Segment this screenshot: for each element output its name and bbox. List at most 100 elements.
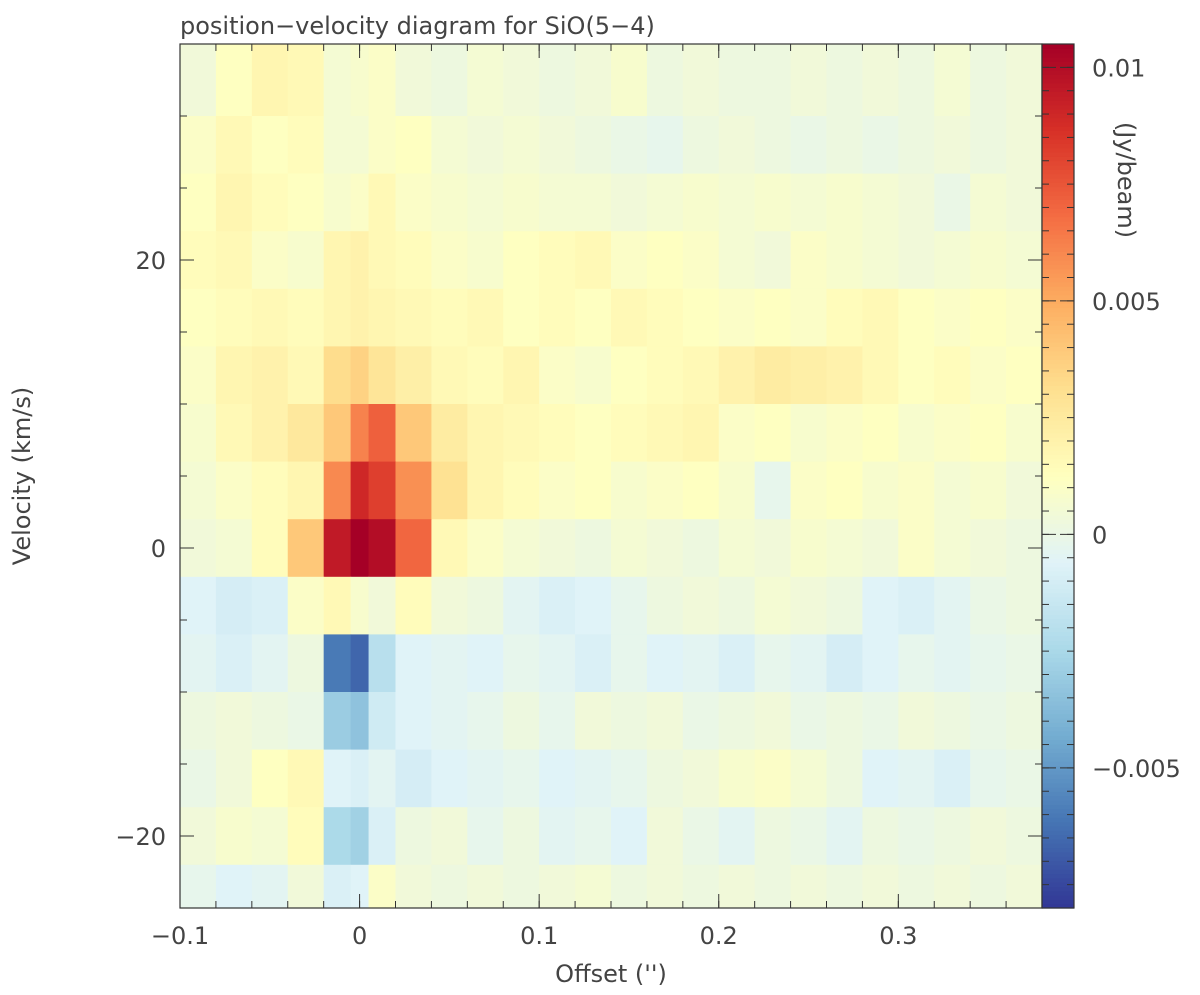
chart-title: position−velocity diagram for SiO(5−4) xyxy=(180,12,655,40)
colorbar-segment xyxy=(1042,294,1074,300)
heatmap-cell xyxy=(395,44,433,117)
heatmap-cell xyxy=(970,116,1007,175)
heatmap-cell xyxy=(1006,44,1043,117)
colorbar-segment xyxy=(1042,795,1074,801)
cbar-tick-label: 0.01 xyxy=(1092,54,1145,82)
colorbar-segment xyxy=(1042,864,1074,870)
heatmap-cell xyxy=(682,864,720,909)
heatmap-cell xyxy=(180,288,217,347)
heatmap-cell xyxy=(718,404,756,463)
heatmap-cell xyxy=(611,864,648,909)
colorbar-segment xyxy=(1042,255,1074,261)
colorbar-segment xyxy=(1042,272,1074,278)
heatmap-cell xyxy=(251,692,289,751)
colorbar-segment xyxy=(1042,264,1074,270)
colorbar-segment xyxy=(1042,851,1074,857)
colorbar-segment xyxy=(1042,856,1074,862)
heatmap-cell xyxy=(467,634,504,693)
colorbar-segment xyxy=(1042,545,1074,551)
colorbar-segment xyxy=(1042,730,1074,736)
heatmap-cell xyxy=(539,864,576,909)
heatmap-cell xyxy=(350,692,370,751)
heatmap-cell xyxy=(1006,461,1043,520)
heatmap-cell xyxy=(251,346,289,405)
colorbar-segment xyxy=(1042,618,1074,624)
heatmap-cell xyxy=(575,519,612,578)
colorbar-segment xyxy=(1042,540,1074,546)
heatmap-cell xyxy=(467,231,504,290)
heatmap-cell xyxy=(215,864,253,909)
heatmap-cell xyxy=(970,864,1007,909)
heatmap-cell xyxy=(503,692,540,751)
heatmap-cell xyxy=(368,44,397,117)
colorbar-segment xyxy=(1042,709,1074,715)
colorbar-segment xyxy=(1042,69,1074,75)
colorbar-segment xyxy=(1042,558,1074,563)
colorbar-segment xyxy=(1042,834,1074,840)
colorbar-segment xyxy=(1042,679,1074,684)
heatmap-cell xyxy=(898,173,935,232)
heatmap-cell xyxy=(575,116,612,175)
heatmap-cell xyxy=(539,634,576,693)
colorbar-segment xyxy=(1042,333,1074,339)
colorbar-segment xyxy=(1042,445,1074,451)
colorbar-segment xyxy=(1042,126,1074,131)
cbar-tick-label: 0 xyxy=(1092,521,1107,549)
colorbar-segment xyxy=(1042,488,1074,494)
colorbar-segment xyxy=(1042,631,1074,637)
heatmap-cell xyxy=(467,692,504,751)
colorbar-segment xyxy=(1042,152,1074,157)
heatmap-cell xyxy=(646,231,684,290)
heatmap-cell xyxy=(503,116,540,175)
colorbar-segment xyxy=(1042,432,1074,438)
colorbar-segment xyxy=(1042,877,1074,883)
heatmap-cell xyxy=(826,692,864,751)
heatmap-cell xyxy=(395,807,433,866)
heatmap-cell xyxy=(251,231,289,290)
heatmap-cell xyxy=(251,807,289,866)
colorbar-frame xyxy=(1041,43,1075,909)
heatmap-cell xyxy=(611,173,648,232)
colorbar-segment xyxy=(1042,61,1074,67)
colorbar-segment xyxy=(1042,195,1074,201)
colorbar-segment xyxy=(1042,337,1074,343)
colorbar-segment xyxy=(1042,800,1074,805)
colorbar-segment xyxy=(1042,579,1074,585)
colorbar-segment xyxy=(1042,601,1074,607)
colorbar-segment xyxy=(1042,134,1074,140)
heatmap-cell xyxy=(862,346,899,405)
heatmap-cell xyxy=(467,346,504,405)
heatmap-cell xyxy=(539,116,576,175)
colorbar-segment xyxy=(1042,536,1074,542)
colorbar-segment xyxy=(1042,424,1074,430)
heatmap-cell xyxy=(431,807,468,866)
heatmap-cell xyxy=(539,288,576,347)
heatmap-cell xyxy=(790,519,828,578)
heatmap-cell xyxy=(215,288,253,347)
heatmap-cell xyxy=(646,44,684,117)
heatmap-cell xyxy=(287,519,325,578)
colorbar-segment xyxy=(1042,419,1074,425)
heatmap-cell xyxy=(611,519,648,578)
heatmap-cell xyxy=(1006,749,1043,808)
heatmap-cell xyxy=(251,634,289,693)
heatmap-cell xyxy=(350,288,370,347)
colorbar-segment xyxy=(1042,765,1074,771)
colorbar-segment xyxy=(1042,139,1074,144)
colorbar-segment xyxy=(1042,903,1074,909)
heatmap-cell xyxy=(790,288,828,347)
colorbar-segment xyxy=(1042,182,1074,188)
x-tick-label: −0.1 xyxy=(151,922,209,950)
heatmap-cell xyxy=(826,864,864,909)
heatmap-cell xyxy=(790,576,828,635)
heatmap-cell xyxy=(862,173,899,232)
heatmap-cell xyxy=(323,749,352,808)
heatmap-cell xyxy=(287,44,325,117)
heatmap-cell xyxy=(862,461,899,520)
heatmap-cell xyxy=(1006,288,1043,347)
heatmap-cell xyxy=(503,346,540,405)
colorbar-segment xyxy=(1042,277,1074,283)
heatmap-cell xyxy=(826,749,864,808)
heatmap-cell xyxy=(790,807,828,866)
colorbar-segment xyxy=(1042,886,1074,892)
